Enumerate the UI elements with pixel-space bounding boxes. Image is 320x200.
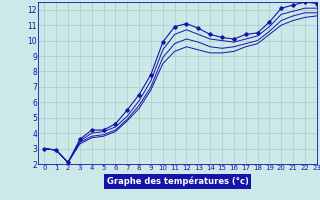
X-axis label: Graphe des températures (°c): Graphe des températures (°c) bbox=[107, 177, 249, 186]
